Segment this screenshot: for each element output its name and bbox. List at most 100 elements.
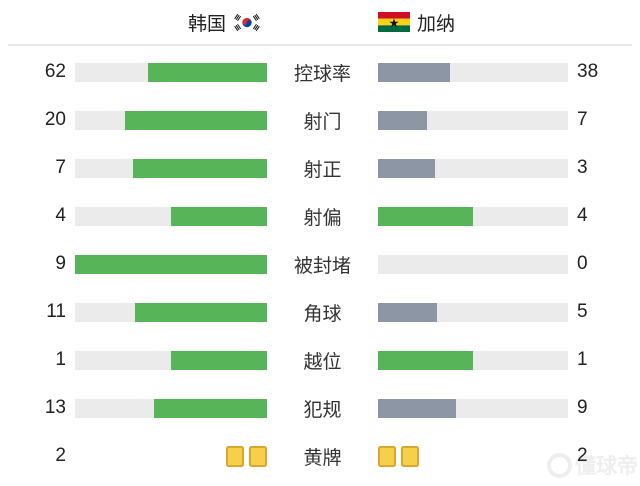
home-bar-fill	[135, 302, 267, 322]
away-stat-value: 5	[577, 301, 588, 322]
stat-label: 控球率	[293, 63, 351, 85]
away-bar	[378, 158, 568, 178]
yellow-card-icon	[378, 445, 396, 467]
home-stat-value: 2	[55, 445, 66, 466]
home-bar	[75, 398, 267, 418]
away-stat-value: 7	[577, 109, 588, 130]
away-yellow-cards	[378, 445, 568, 467]
away-team-name: 加纳	[417, 13, 456, 35]
stat-row: 4 射偏 4	[0, 192, 640, 240]
home-bar-track	[75, 350, 267, 370]
home-bar-track	[75, 206, 267, 226]
away-bar-fill	[378, 62, 451, 82]
stat-row: 13 犯规 9	[0, 384, 640, 432]
stat-label: 越位	[303, 351, 342, 373]
away-bar	[378, 445, 568, 467]
away-bar-track	[378, 158, 568, 178]
away-bar	[378, 110, 568, 130]
stat-label: 黄牌	[303, 447, 342, 469]
away-bar-track	[378, 254, 568, 274]
south-korea-flag-icon	[233, 12, 261, 32]
away-bar-fill	[378, 350, 473, 370]
away-bar-track	[378, 206, 568, 226]
home-bar-fill	[153, 398, 267, 418]
home-team-header: 韩国	[0, 9, 267, 36]
home-bar-fill	[75, 254, 267, 274]
stat-label: 犯规	[303, 399, 342, 421]
stat-row: 7 射正 3	[0, 144, 640, 192]
away-stat-value: 3	[577, 157, 588, 178]
stat-label: 被封堵	[293, 255, 351, 277]
home-stat-value: 62	[44, 61, 66, 82]
stats-list: 62 控球率 38 20 射门	[0, 46, 640, 480]
home-bar-track	[75, 110, 267, 130]
home-bar	[75, 110, 267, 130]
home-bar-track	[75, 398, 267, 418]
stat-row: 2 黄牌 2	[0, 432, 640, 480]
away-bar	[378, 398, 568, 418]
away-bar-track	[378, 62, 568, 82]
home-stat-value: 11	[46, 301, 66, 322]
away-bar-track	[378, 110, 568, 130]
away-bar	[378, 254, 568, 274]
stat-row: 62 控球率 38	[0, 48, 640, 96]
stat-row: 9 被封堵 0	[0, 240, 640, 288]
home-bar-track	[75, 62, 267, 82]
home-yellow-cards	[75, 445, 267, 467]
away-bar-track	[378, 350, 568, 370]
home-bar-track	[75, 254, 267, 274]
stat-row: 11 角球 5	[0, 288, 640, 336]
header-divider	[8, 44, 632, 46]
stat-label: 角球	[303, 303, 342, 325]
home-bar-fill	[171, 206, 267, 226]
home-stat-value: 1	[55, 349, 66, 370]
away-bar	[378, 302, 568, 322]
home-bar-fill	[147, 62, 267, 82]
away-bar-fill	[378, 158, 435, 178]
away-bar	[378, 62, 568, 82]
home-bar-track	[75, 302, 267, 322]
away-stat-value: 2	[577, 445, 588, 466]
ghana-flag-icon	[378, 12, 410, 32]
stat-label: 射门	[303, 111, 342, 133]
home-bar	[75, 62, 267, 82]
away-stat-value: 4	[577, 205, 588, 226]
home-bar	[75, 350, 267, 370]
away-bar-fill	[378, 398, 456, 418]
away-team-header: 加纳	[378, 9, 640, 36]
away-bar-track	[378, 302, 568, 322]
away-bar-fill	[378, 206, 473, 226]
home-bar	[75, 302, 267, 322]
stat-label: 射偏	[303, 207, 342, 229]
away-bar	[378, 350, 568, 370]
home-stat-value: 4	[55, 205, 66, 226]
away-stat-value: 9	[577, 397, 588, 418]
yellow-card-icon	[401, 445, 419, 467]
away-bar-fill	[378, 110, 428, 130]
away-stat-value: 38	[577, 61, 599, 82]
away-stat-value: 1	[577, 349, 588, 370]
home-stat-value: 13	[44, 397, 66, 418]
home-bar	[75, 445, 267, 467]
away-bar	[378, 206, 568, 226]
home-bar	[75, 206, 267, 226]
home-stat-value: 20	[44, 109, 66, 130]
yellow-card-icon	[249, 445, 267, 467]
away-stat-value: 0	[577, 253, 588, 274]
home-bar	[75, 158, 267, 178]
home-bar	[75, 254, 267, 274]
stat-row: 20 射门 7	[0, 96, 640, 144]
home-bar-fill	[124, 110, 267, 130]
stat-label: 射正	[303, 159, 342, 181]
away-bar-fill	[378, 302, 438, 322]
yellow-card-icon	[226, 445, 244, 467]
home-stat-value: 7	[55, 157, 66, 178]
away-bar-track	[378, 398, 568, 418]
home-stat-value: 9	[55, 253, 66, 274]
match-header: 韩国	[0, 0, 640, 44]
home-bar-fill	[132, 158, 267, 178]
home-bar-fill	[171, 350, 267, 370]
home-team-name: 韩国	[187, 13, 226, 35]
stat-row: 1 越位 1	[0, 336, 640, 384]
home-bar-track	[75, 158, 267, 178]
